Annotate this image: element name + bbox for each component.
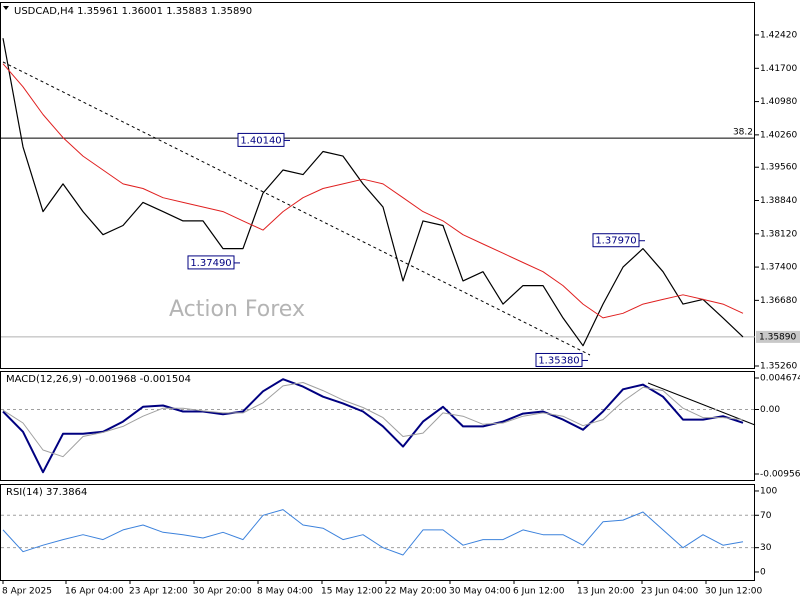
annotation-box bbox=[237, 132, 285, 147]
y-tick-label: 1.39560 bbox=[760, 163, 797, 173]
annotation-label: 1.37970 bbox=[595, 236, 636, 247]
rsi-panel bbox=[0, 484, 755, 581]
price-box bbox=[756, 330, 800, 343]
watermark: Action Forex bbox=[169, 297, 305, 322]
annotation-label: 1.35380 bbox=[538, 355, 579, 366]
x-tick-label: 30 Jun 12:00 bbox=[705, 587, 762, 597]
y-tick-label: 30 bbox=[760, 543, 772, 553]
y-tick-label: 1.37400 bbox=[760, 263, 797, 273]
series-line bbox=[2, 509, 744, 556]
main-panel bbox=[0, 2, 755, 369]
annotation-box bbox=[592, 233, 640, 248]
y-tick-label: 100 bbox=[760, 486, 777, 496]
annotation-label: 1.37490 bbox=[190, 258, 231, 269]
y-tick-label: 0 bbox=[760, 567, 766, 577]
menu-icon[interactable] bbox=[3, 6, 9, 10]
price-label: 1.35890 bbox=[759, 332, 796, 342]
macd-trendline bbox=[647, 382, 756, 426]
x-tick-label: 13 Jun 20:00 bbox=[577, 587, 634, 597]
annotation-box bbox=[535, 352, 583, 367]
x-tick-label: 23 Jun 04:00 bbox=[641, 587, 698, 597]
rsi-title: RSI(14) 37.3864 bbox=[6, 487, 87, 498]
y-tick-label: 1.42420 bbox=[760, 31, 797, 41]
y-tick-label: 70 bbox=[760, 511, 772, 521]
x-tick-label: 6 Jun 12:00 bbox=[513, 587, 565, 597]
x-tick-label: 23 Apr 12:00 bbox=[129, 587, 188, 597]
annotation-box bbox=[187, 255, 235, 270]
x-tick-label: 8 Apr 2025 bbox=[2, 587, 52, 597]
macd-panel bbox=[0, 371, 755, 481]
series-line bbox=[2, 63, 744, 319]
annotation-label: 1.40140 bbox=[240, 135, 281, 146]
y-tick-label: 1.38120 bbox=[760, 229, 797, 239]
trendline bbox=[2, 61, 591, 356]
x-tick-label: 15 May 12:00 bbox=[321, 587, 383, 597]
x-tick-label: 8 May 04:00 bbox=[257, 587, 313, 597]
fib-level-label: 38.2 bbox=[733, 128, 753, 138]
y-tick-label: 1.40980 bbox=[760, 97, 797, 107]
series-line bbox=[2, 378, 744, 474]
y-tick-label: 1.35260 bbox=[760, 362, 797, 372]
x-tick-label: 30 May 04:00 bbox=[449, 587, 511, 597]
series-line bbox=[2, 382, 744, 458]
y-tick-label: 1.38840 bbox=[760, 196, 797, 206]
y-tick-label: 1.41700 bbox=[760, 64, 797, 74]
macd-title: MACD(12,26,9) -0.001968 -0.001504 bbox=[6, 374, 191, 385]
x-tick-label: 22 May 20:00 bbox=[385, 587, 447, 597]
y-tick-label: 1.40260 bbox=[760, 130, 797, 140]
x-tick-label: 30 Apr 20:00 bbox=[193, 587, 252, 597]
series-line bbox=[2, 38, 744, 347]
y-tick-label: 0.004674 bbox=[760, 374, 800, 384]
y-tick-label: -0.009568 bbox=[760, 470, 800, 480]
y-tick-label: 0.00 bbox=[760, 405, 780, 415]
y-tick-label: 1.36680 bbox=[760, 296, 797, 306]
x-tick-label: 16 Apr 04:00 bbox=[65, 587, 124, 597]
chart-title: USDCAD,H4 1.35961 1.36001 1.35883 1.3589… bbox=[14, 6, 252, 17]
